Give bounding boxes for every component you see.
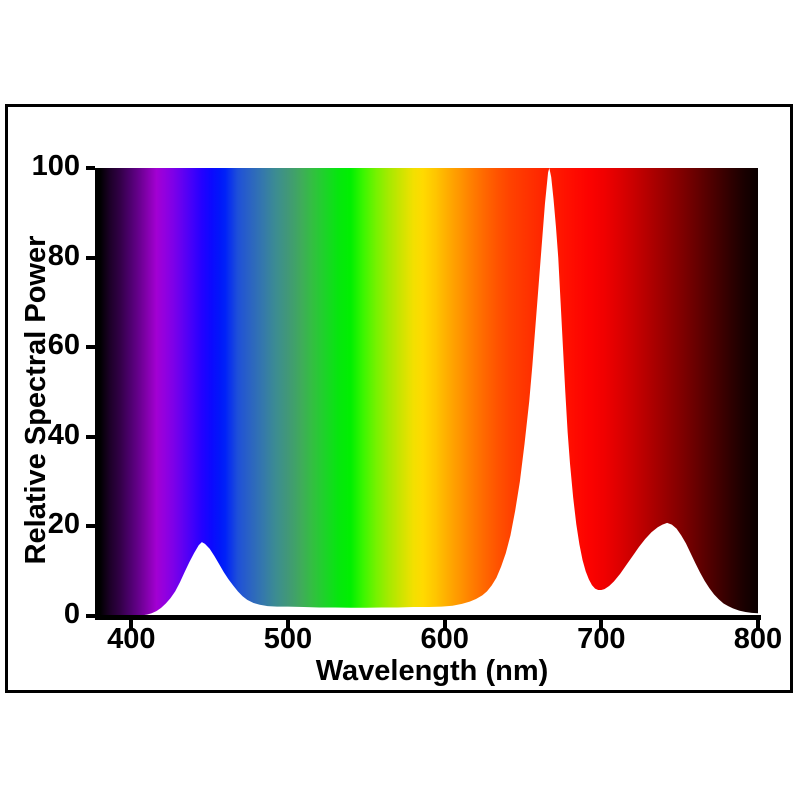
spd-curve [100,168,758,616]
y-tick-label: 80 [47,239,80,272]
x-tick [599,620,604,630]
x-axis-title: Wavelength (nm) [315,655,549,687]
y-axis-title: Relative Spectral Power [20,235,52,565]
y-tick [86,524,95,529]
x-tick [286,620,290,630]
y-axis-line [95,168,100,620]
y-tick [86,434,95,439]
x-tick [442,620,447,630]
spd-curve-area [100,168,758,616]
y-tick [86,255,95,260]
y-tick [86,345,95,350]
y-tick-label: 100 [31,150,80,182]
y-tick [86,166,95,170]
x-tick-label: 400 [107,623,156,655]
y-tick-label: 20 [47,508,80,541]
x-tick-label: 700 [577,623,626,655]
y-tick [86,614,95,618]
x-tick-label: 800 [733,623,783,655]
plot-area [100,168,758,616]
y-tick-label: 0 [63,598,80,630]
x-tick-label: 600 [420,623,469,655]
x-axis-line [95,615,761,620]
y-tick-label: 60 [47,329,80,362]
y-tick-label: 40 [47,418,80,451]
x-tick [756,620,760,630]
x-tick [129,620,134,630]
x-tick-label: 500 [263,623,313,655]
